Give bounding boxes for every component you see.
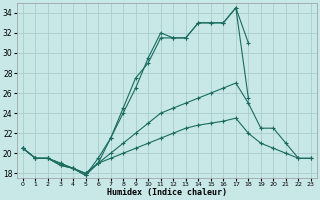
X-axis label: Humidex (Indice chaleur): Humidex (Indice chaleur)	[107, 188, 227, 197]
